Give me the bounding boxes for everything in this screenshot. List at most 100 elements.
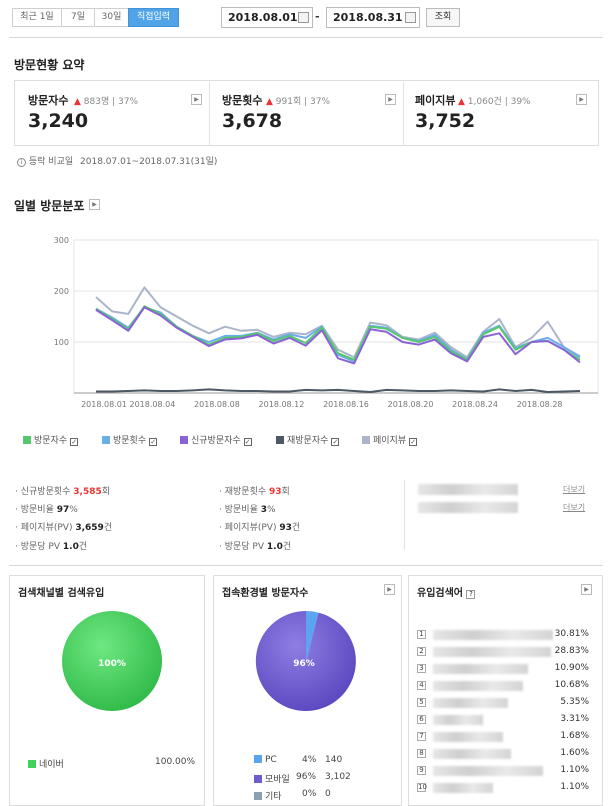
keyword-text-blurred[interactable] [433, 681, 523, 691]
pie-label-naver: 100% [98, 659, 126, 669]
search-channel-pie-chart: 100% [62, 611, 162, 711]
keyword-pct: 10.90% [554, 663, 589, 673]
more-link[interactable]: 더보기 [563, 503, 586, 512]
pie-slice-mobile [255, 610, 356, 711]
detail-arrow-icon[interactable]: ▶ [385, 94, 396, 105]
x-tick-label: 2018.08.28 [517, 400, 563, 409]
card-label-visits: 방문횟수 [222, 94, 263, 107]
checkbox-icon[interactable]: ✓ [243, 438, 252, 446]
legend-other-count: 0 [325, 789, 331, 799]
detail-arrow-icon[interactable]: ▶ [576, 94, 587, 105]
start-date-input[interactable]: 2018.08.01 [221, 7, 313, 28]
detail-arrow-icon[interactable]: ▶ [89, 199, 100, 210]
keyword-pct: 28.83% [554, 646, 589, 656]
keyword-text-blurred[interactable] [433, 749, 511, 759]
x-tick-label: 2018.08.12 [259, 400, 305, 409]
stat-new-visits: · 신규방문횟수 3,585회 [15, 487, 111, 497]
card-value-pageviews: 3,752 [415, 110, 476, 132]
keyword-text-blurred[interactable] [433, 664, 528, 674]
range-7days-button[interactable]: 7일 [61, 8, 95, 27]
card-change-visits: ▲ 991회 | 37% [266, 97, 331, 107]
legend-swatch [23, 436, 31, 444]
compare-label: 등락 비교일 [28, 157, 74, 167]
keyword-pct: 3.31% [560, 714, 589, 724]
up-arrow-icon: ▲ [266, 97, 273, 107]
legend-swatch [102, 436, 110, 444]
series-line-pageviews [95, 286, 581, 359]
y-tick-label: 300 [54, 236, 69, 245]
stat-new-pv-per-visit: · 방문당 PV 1.0건 [15, 542, 88, 552]
range-custom-button[interactable]: 직접입력 [128, 8, 179, 27]
legend-pc: PC [254, 755, 277, 765]
compare-row: i 등락 비교일 2018.07.01~2018.07.31(31일) [17, 154, 217, 167]
x-tick-label: 2018.08.24 [452, 400, 498, 409]
calendar-icon[interactable] [405, 12, 416, 23]
detail-arrow-icon[interactable]: ▶ [191, 94, 202, 105]
x-tick-label: 2018.08.04 [129, 400, 175, 409]
keyword-text-blurred[interactable] [433, 647, 551, 657]
range-30days-button[interactable]: 30일 [94, 8, 129, 27]
checkbox-icon[interactable]: ✓ [149, 438, 158, 446]
keyword-text-blurred[interactable] [433, 783, 493, 793]
x-tick-label: 2018.08.01 [81, 400, 127, 409]
legend-item-visits[interactable]: 방문횟수 ✓ [102, 433, 158, 446]
search-channel-panel: 검색채널별 검색유입 100% 네이버 100.00% [9, 575, 205, 806]
keyword-rank: 3 [417, 664, 426, 673]
legend-mobile-pct: 96% [296, 772, 317, 782]
daily-chart-title: 일별 방문분포 [14, 199, 85, 213]
pie-label-mobile: 96% [293, 659, 315, 669]
keyword-pct: 1.68% [560, 731, 589, 741]
end-date-input[interactable]: 2018.08.31 [326, 7, 420, 28]
x-tick-label: 2018.08.16 [323, 400, 369, 409]
divider-vertical [404, 480, 405, 550]
keyword-title: 유입검색어 ? [417, 584, 476, 599]
checkbox-icon[interactable]: ✓ [409, 438, 418, 446]
blurred-link [418, 484, 518, 495]
calendar-icon[interactable] [298, 12, 309, 23]
legend-naver-pct: 100.00% [155, 757, 196, 767]
keyword-text-blurred[interactable] [433, 698, 508, 708]
keyword-rank: 2 [417, 647, 426, 656]
card-change-pageviews: ▲ 1,060건 | 39% [458, 97, 531, 107]
legend-other-pct: 0% [302, 789, 317, 799]
card-value-visitors: 3,240 [28, 110, 89, 132]
keyword-text-blurred[interactable] [433, 766, 543, 776]
legend-swatch [276, 436, 284, 444]
keyword-rank: 7 [417, 732, 426, 741]
legend-item-new-visitors[interactable]: 신규방문자수 ✓ [180, 433, 252, 446]
card-label-visitors: 방문자수 [28, 94, 69, 107]
keyword-rank: 9 [417, 766, 426, 775]
stat-new-visit-ratio: · 방문비율 97% [15, 505, 78, 515]
checkbox-icon[interactable]: ✓ [331, 438, 340, 446]
search-channel-title: 검색채널별 검색유입 [18, 588, 105, 599]
legend-item-visitors[interactable]: 방문자수 ✓ [23, 433, 79, 446]
keyword-panel: 유입검색어 ? ▶ 1 30.81% 2 28.83% 3 10.90% 4 10.68% 5 5… [408, 575, 603, 806]
stat-return-visits: · 재방문횟수 93회 [219, 487, 290, 497]
checkbox-icon[interactable]: ✓ [70, 438, 79, 446]
keyword-pct: 10.68% [554, 680, 589, 690]
date-separator: - [315, 10, 320, 23]
device-pie-chart: 96% [255, 610, 356, 711]
keyword-rank: 4 [417, 681, 426, 690]
pie-slice-pc [306, 611, 319, 661]
keyword-text-blurred[interactable] [433, 715, 483, 725]
keyword-text-blurred[interactable] [433, 732, 503, 742]
legend-item-return-visitors[interactable]: 재방문자수 ✓ [276, 433, 340, 446]
legend-naver: 네이버 [28, 757, 64, 770]
keyword-text-blurred[interactable] [433, 630, 553, 640]
detail-arrow-icon[interactable]: ▶ [581, 584, 592, 595]
search-button[interactable]: 조회 [426, 8, 460, 27]
summary-cards [14, 80, 599, 146]
info-icon: i [17, 158, 26, 167]
detail-arrow-icon[interactable]: ▶ [384, 584, 395, 595]
card-change-visitors: ▲ 883명 | 37% [74, 97, 139, 107]
card-divider [209, 82, 210, 146]
keyword-pct: 1.10% [560, 765, 589, 775]
range-1day-button[interactable]: 최근 1일 [12, 8, 62, 27]
help-icon[interactable]: ? [466, 590, 476, 599]
legend-pc-count: 140 [325, 755, 343, 765]
stat-return-pv-per-visit: · 방문당 PV 1.0건 [219, 542, 292, 552]
legend-item-pageviews[interactable]: 페이지뷰 ✓ [362, 433, 418, 446]
device-title: 접속환경별 방문자수 [222, 588, 309, 599]
more-link[interactable]: 더보기 [563, 485, 586, 494]
